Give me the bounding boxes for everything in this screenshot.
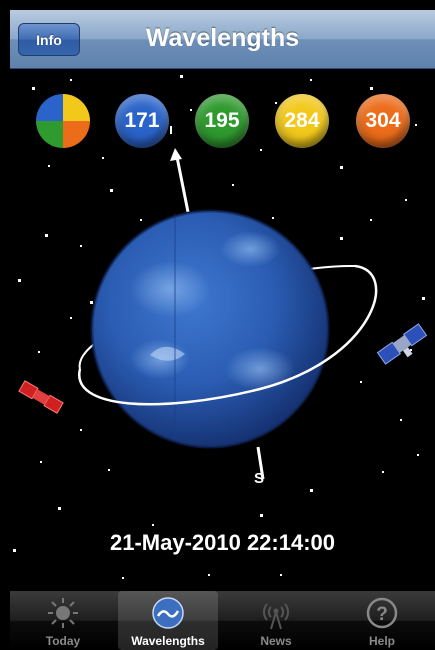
- sun-globe: [90, 209, 330, 449]
- tab-wavelengths[interactable]: Wavelengths: [118, 591, 218, 650]
- tab-help[interactable]: ? Help: [332, 591, 432, 650]
- navigation-bar: Info Wavelengths: [10, 10, 435, 69]
- wavelength-171-button[interactable]: 171: [115, 94, 169, 148]
- observation-datetime: 21-May-2010 22:14:00: [109, 530, 336, 555]
- tab-label: Today: [45, 634, 81, 648]
- south-axis: [256, 446, 265, 480]
- sun-icon: [48, 598, 78, 628]
- tab-label: News: [260, 634, 292, 648]
- starfield: [13, 75, 425, 579]
- wavelength-284-button[interactable]: 284: [275, 94, 329, 148]
- info-button[interactable]: Info: [18, 23, 80, 56]
- svg-text:?: ?: [376, 604, 388, 625]
- composite-quadrant: [36, 121, 63, 148]
- tab-label: Help: [368, 634, 395, 648]
- tab-label: Wavelengths: [131, 634, 205, 648]
- composite-quadrant: [36, 94, 63, 121]
- tab-today[interactable]: Today: [13, 591, 113, 650]
- composite-wavelength-button[interactable]: [36, 94, 90, 148]
- composite-quadrant: [63, 94, 90, 121]
- tab-bar: Today Wavelengths News ? Help: [10, 591, 435, 650]
- wavelength-195-button[interactable]: 195: [195, 94, 249, 148]
- antenna-icon: [263, 603, 289, 630]
- north-axis-arrow: [170, 126, 190, 213]
- satellite-blue: [376, 323, 428, 365]
- sun-scene: [18, 126, 428, 480]
- solar-view[interactable]: 171 195 284 304: [10, 69, 435, 591]
- south-pole-label: S: [254, 470, 265, 487]
- help-icon: ?: [366, 597, 398, 629]
- tab-news[interactable]: News: [226, 591, 326, 650]
- page-title: Wavelengths: [145, 24, 300, 52]
- orbit-path-front: [78, 264, 378, 406]
- wavelength-304-button[interactable]: 304: [356, 94, 410, 148]
- sun-wavelength-icon: [152, 597, 184, 629]
- composite-quadrant: [63, 121, 90, 148]
- satellite-red: [18, 380, 64, 414]
